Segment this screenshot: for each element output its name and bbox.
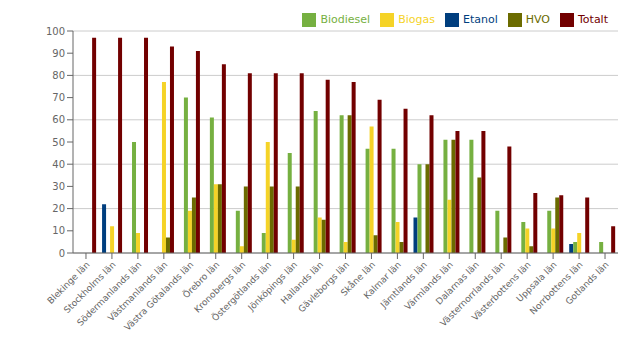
svg-text:0: 0 xyxy=(59,248,65,259)
svg-text:Kalmar län: Kalmar län xyxy=(361,259,404,301)
svg-text:Jönköpings län: Jönköpings län xyxy=(246,259,300,313)
svg-text:Kronobergs län: Kronobergs län xyxy=(192,259,248,315)
svg-text:100: 100 xyxy=(46,26,65,37)
svg-text:60: 60 xyxy=(52,114,65,125)
svg-text:20: 20 xyxy=(52,203,65,214)
svg-text:90: 90 xyxy=(52,48,65,59)
svg-text:Skåne län: Skåne län xyxy=(338,259,378,298)
svg-text:Gotlands län: Gotlands län xyxy=(564,260,611,307)
svg-text:80: 80 xyxy=(52,70,65,81)
svg-text:Stockholms län: Stockholms län xyxy=(62,259,118,316)
svg-text:Västernorrlands län: Västernorrlands län xyxy=(438,259,507,329)
svg-text:40: 40 xyxy=(52,159,65,170)
svg-text:Västerbottens län: Västerbottens län xyxy=(469,259,533,323)
svg-text:Uppsala län: Uppsala län xyxy=(514,259,559,304)
svg-text:Västmanlands län: Västmanlands län xyxy=(105,259,170,324)
svg-text:Värmlands län: Värmlands län xyxy=(402,259,455,312)
svg-text:50: 50 xyxy=(52,137,65,148)
svg-text:Blekinge län: Blekinge län xyxy=(45,259,92,306)
svg-text:Örebro län: Örebro län xyxy=(180,259,222,301)
html-text:Etanol: Etanol xyxy=(463,13,498,26)
html-text:Totalt: Totalt xyxy=(578,13,608,26)
svg-text:Jämtlands län: Jämtlands län xyxy=(378,259,429,310)
html-text:Biodiesel: Biodiesel xyxy=(320,13,371,26)
svg-text:10: 10 xyxy=(52,225,65,236)
html-text:Biogas: Biogas xyxy=(398,13,435,26)
svg-text:Södermanlands län: Södermanlands län xyxy=(75,259,144,328)
svg-text:Norrbottens län: Norrbottens län xyxy=(528,259,585,317)
svg-text:Dalarnas län: Dalarnas län xyxy=(433,259,481,307)
svg-text:Gävleborgs län: Gävleborgs län xyxy=(296,259,352,315)
svg-text:70: 70 xyxy=(52,92,65,103)
svg-text:Västra Götalands län: Västra Götalands län xyxy=(122,259,196,333)
svg-text:30: 30 xyxy=(52,181,65,192)
html-text:HVO: HVO xyxy=(525,13,550,26)
svg-text:Östergötlands län: Östergötlands län xyxy=(209,259,274,324)
svg-text:Hallands län: Hallands län xyxy=(278,259,326,306)
